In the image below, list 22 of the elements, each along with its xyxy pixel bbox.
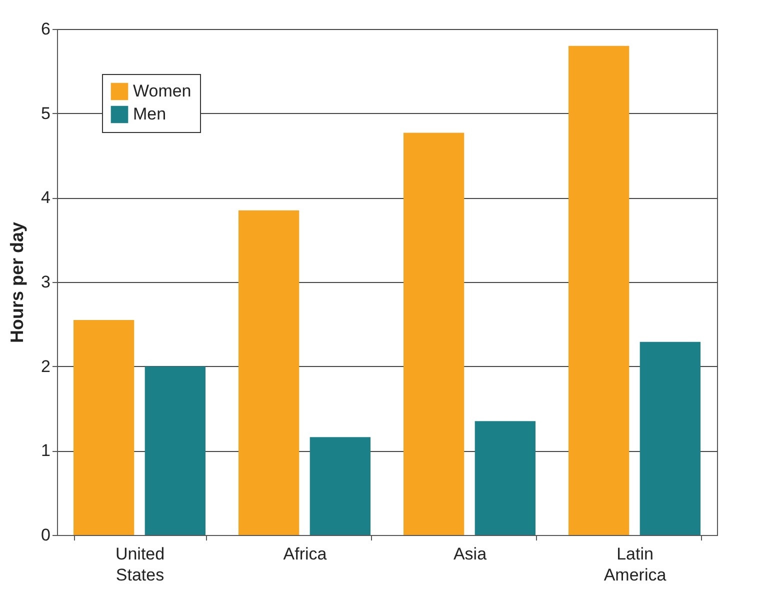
legend-label: Women: [133, 82, 192, 100]
bar: [404, 132, 464, 535]
x-tick-label: Africa: [283, 544, 328, 564]
x-tick-label: Asia: [453, 544, 488, 564]
x-tick-label: United States: [115, 544, 165, 584]
bar: [144, 366, 206, 535]
y-tick-label: 2: [41, 356, 50, 376]
bar: [640, 342, 700, 535]
y-tick-label: 1: [41, 441, 50, 460]
y-tick-label: 6: [41, 20, 50, 38]
bar: [238, 210, 300, 535]
bar: [474, 421, 536, 535]
y-axis-title: Hours per day: [7, 222, 28, 344]
bar: [310, 437, 370, 535]
y-tick-label: 3: [41, 272, 50, 292]
bar: [74, 320, 134, 535]
x-tick-label: Latin America: [604, 544, 667, 584]
legend-label: Men: [133, 104, 166, 124]
y-tick-label: 0: [41, 526, 50, 544]
y-tick-label: 4: [41, 188, 50, 208]
y-tick-label: 5: [41, 104, 50, 123]
bar: [568, 46, 630, 535]
